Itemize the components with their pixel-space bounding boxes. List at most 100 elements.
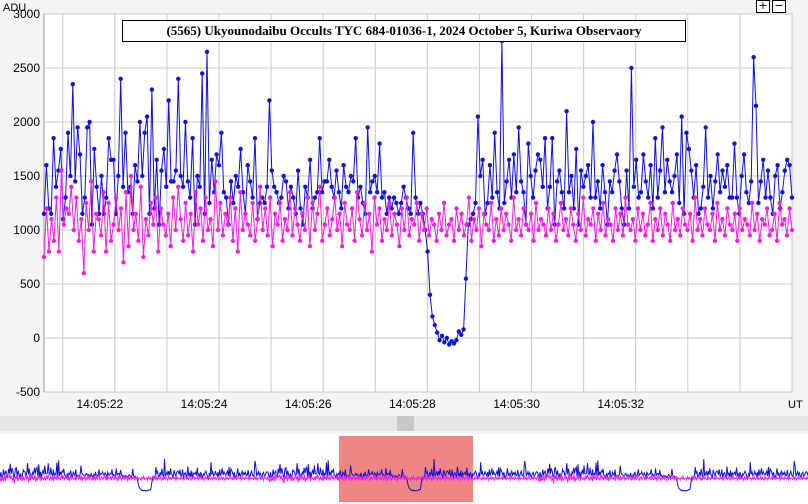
data-point xyxy=(613,206,618,211)
data-point xyxy=(591,206,596,211)
data-point xyxy=(563,217,569,222)
data-point xyxy=(51,136,56,141)
data-point xyxy=(354,190,360,195)
data-point xyxy=(789,227,795,233)
data-point xyxy=(404,195,409,200)
zoom-out-button[interactable]: − xyxy=(772,0,786,13)
data-point xyxy=(51,238,57,243)
data-point xyxy=(392,211,397,216)
data-point xyxy=(540,184,545,189)
data-point xyxy=(253,238,258,243)
data-point xyxy=(288,184,294,189)
data-point xyxy=(216,163,222,168)
scrollbar-thumb[interactable] xyxy=(397,416,414,431)
data-point xyxy=(504,211,509,216)
data-point xyxy=(511,195,516,200)
data-point xyxy=(379,238,385,243)
data-point xyxy=(267,195,273,200)
data-point xyxy=(451,238,457,243)
data-point xyxy=(238,146,243,152)
data-point xyxy=(77,152,83,157)
data-point xyxy=(382,217,387,222)
data-point xyxy=(502,200,507,206)
data-point xyxy=(598,206,603,211)
data-point xyxy=(612,168,617,173)
data-point xyxy=(337,211,342,216)
data-point xyxy=(89,179,94,184)
data-point xyxy=(672,173,677,179)
data-point xyxy=(291,195,296,200)
data-point xyxy=(382,190,387,195)
data-point xyxy=(99,233,104,238)
data-point xyxy=(422,227,427,233)
data-point xyxy=(132,163,138,168)
data-point xyxy=(131,227,136,233)
data-point xyxy=(295,168,301,173)
data-point xyxy=(631,184,636,189)
data-point xyxy=(634,157,639,162)
data-point xyxy=(735,238,740,243)
series-layer xyxy=(41,38,795,347)
data-point xyxy=(693,163,699,168)
data-point xyxy=(533,200,539,206)
data-point xyxy=(92,146,97,152)
data-point xyxy=(215,227,221,233)
data-point xyxy=(516,217,521,222)
data-point xyxy=(756,200,761,206)
data-point xyxy=(684,130,689,135)
data-point xyxy=(262,200,267,206)
data-point xyxy=(339,206,344,211)
data-point xyxy=(111,157,116,162)
y-axis-title: ADU xyxy=(3,2,26,14)
data-point xyxy=(282,217,288,222)
data-point xyxy=(80,211,85,216)
data-point xyxy=(526,141,531,146)
data-point xyxy=(630,217,636,222)
data-point xyxy=(744,190,749,195)
data-point xyxy=(439,227,444,233)
data-point xyxy=(499,206,504,211)
data-point xyxy=(406,206,411,211)
data-point xyxy=(327,157,332,162)
data-point xyxy=(158,206,163,211)
data-point xyxy=(713,179,718,184)
data-point xyxy=(729,195,735,200)
data-point xyxy=(730,227,735,233)
zoom-in-button[interactable]: + xyxy=(756,0,770,13)
data-point xyxy=(583,173,588,179)
data-point xyxy=(377,206,382,211)
data-point xyxy=(68,173,73,179)
data-point xyxy=(662,190,668,195)
data-point xyxy=(106,200,111,206)
data-point xyxy=(643,179,648,184)
data-point xyxy=(359,233,365,238)
data-point xyxy=(384,227,390,233)
data-point xyxy=(629,65,634,71)
data-point xyxy=(63,195,68,200)
data-point xyxy=(99,173,104,179)
data-point xyxy=(581,184,586,189)
data-point xyxy=(712,238,718,243)
data-point xyxy=(588,195,593,200)
data-point xyxy=(643,233,648,238)
data-point xyxy=(49,217,54,222)
data-point xyxy=(447,342,452,347)
data-point xyxy=(412,222,417,227)
data-point xyxy=(176,184,181,189)
data-point xyxy=(419,211,424,216)
data-point xyxy=(148,200,154,206)
data-point xyxy=(54,195,59,200)
data-point xyxy=(245,222,250,227)
data-point xyxy=(538,217,544,222)
data-point xyxy=(377,141,382,146)
data-point xyxy=(486,227,491,233)
data-point xyxy=(456,227,462,233)
data-point xyxy=(260,227,265,233)
data-point xyxy=(164,184,169,189)
data-point xyxy=(581,195,586,200)
overview-selection-window[interactable] xyxy=(339,436,473,502)
data-point xyxy=(464,222,469,227)
data-point xyxy=(79,217,84,222)
data-point xyxy=(518,179,524,184)
data-point xyxy=(481,211,487,216)
